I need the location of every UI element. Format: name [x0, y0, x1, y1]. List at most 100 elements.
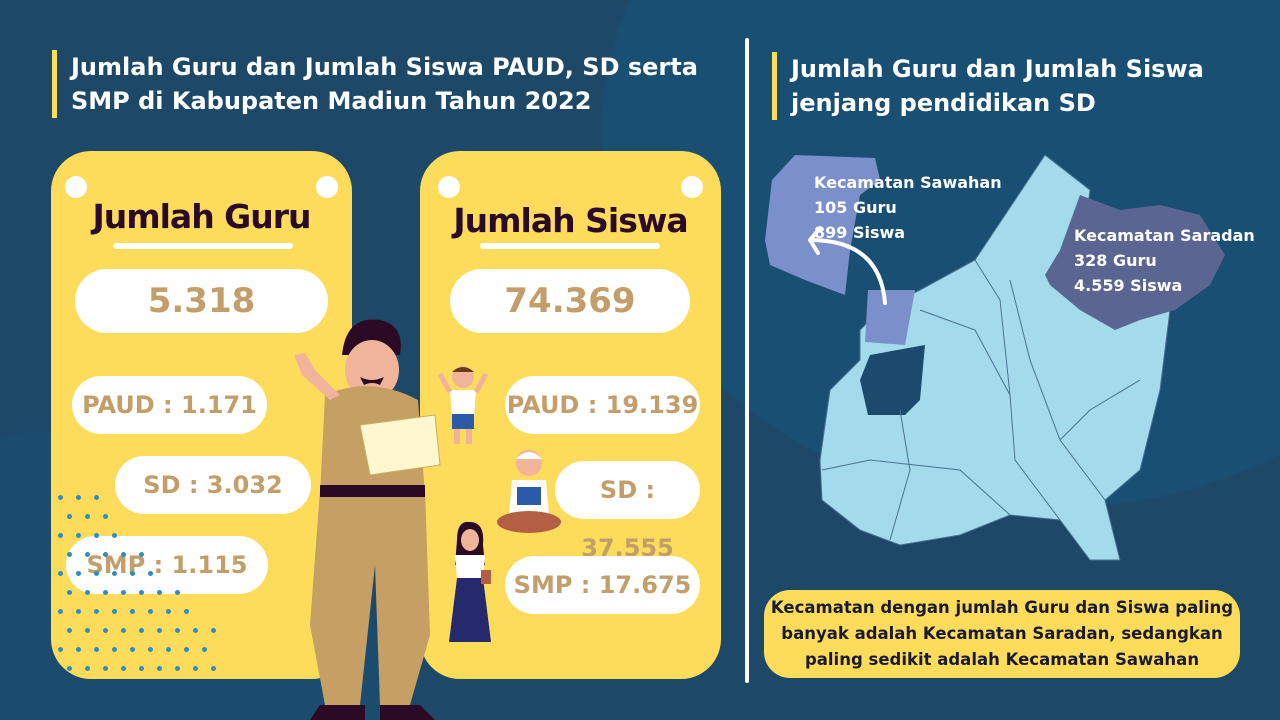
- pattern-dot: [76, 533, 81, 538]
- siswa-sd: SD : 37.555: [555, 461, 700, 562]
- pattern-dot: [58, 571, 63, 576]
- pattern-dot: [166, 609, 171, 614]
- pattern-dot: [85, 590, 90, 595]
- map-region-saradan: [1045, 195, 1225, 330]
- guru-smp: SMP : 1.115: [66, 536, 268, 594]
- saradan-siswa: 4.559 Siswa: [1074, 276, 1183, 295]
- pattern-dot: [112, 609, 117, 614]
- pattern-dot: [94, 533, 99, 538]
- pattern-dot: [121, 590, 126, 595]
- pattern-dot: [67, 514, 72, 519]
- siswa-heading: Jumlah Siswa: [453, 201, 688, 240]
- saradan-guru: 328 Guru: [1074, 251, 1157, 270]
- pattern-dot: [148, 609, 153, 614]
- pattern-dot: [85, 666, 90, 671]
- pattern-dot: [202, 647, 207, 652]
- map-hole: [860, 345, 925, 415]
- pattern-dot: [175, 666, 180, 671]
- guru-paud: PAUD : 1.171: [72, 376, 267, 434]
- pattern-dot: [76, 495, 81, 500]
- pattern-dot: [211, 628, 216, 633]
- pattern-dot: [121, 552, 126, 557]
- pattern-dot: [148, 571, 153, 576]
- pattern-dot: [94, 609, 99, 614]
- saradan-name: Kecamatan Saradan: [1074, 226, 1255, 245]
- sawahan-name: Kecamatan Sawahan: [814, 173, 1002, 192]
- arrow-icon: [808, 226, 887, 305]
- pattern-dot: [130, 647, 135, 652]
- heading-underline: [113, 243, 293, 249]
- pattern-dot: [157, 628, 162, 633]
- guru-card: Jumlah Guru 5.318 PAUD : 1.171 SD : 3.03…: [51, 151, 352, 679]
- guru-sd: SD : 3.032: [115, 456, 311, 514]
- pattern-dot: [121, 666, 126, 671]
- pattern-dot: [121, 628, 126, 633]
- pattern-dot: [139, 666, 144, 671]
- card-hole: [65, 176, 87, 198]
- pattern-dot: [76, 609, 81, 614]
- student-reading-illustration: [497, 450, 561, 533]
- pattern-dot: [157, 590, 162, 595]
- divider: [745, 38, 749, 683]
- pattern-dot: [103, 514, 108, 519]
- pattern-dot: [94, 647, 99, 652]
- map-region-sawahan-inset: [865, 290, 915, 345]
- sawahan-label: Kecamatan Sawahan 105 Guru 899 Siswa: [814, 170, 1002, 245]
- pattern-dot: [58, 495, 63, 500]
- right-title: Jumlah Guru dan Jumlah Siswa jenjang pen…: [772, 52, 1222, 120]
- pattern-dot: [130, 571, 135, 576]
- pattern-dot: [67, 552, 72, 557]
- teacher-illustration: [294, 319, 441, 720]
- pattern-dot: [67, 590, 72, 595]
- madiun-map: [765, 154, 1225, 561]
- pattern-dot: [94, 495, 99, 500]
- pattern-dot: [130, 609, 135, 614]
- left-title: Jumlah Guru dan Jumlah Siswa PAUD, SD se…: [52, 50, 702, 118]
- card-hole: [438, 176, 460, 198]
- siswa-smp: SMP : 17.675: [505, 556, 700, 614]
- pattern-dot: [139, 628, 144, 633]
- saradan-label: Kecamatan Saradan 328 Guru 4.559 Siswa: [1074, 223, 1255, 298]
- guru-total: 5.318: [75, 269, 328, 333]
- pattern-dot: [139, 590, 144, 595]
- pattern-dot: [103, 590, 108, 595]
- pattern-dot: [166, 647, 171, 652]
- pattern-dot: [184, 609, 189, 614]
- pattern-dot: [139, 552, 144, 557]
- pattern-dot: [67, 666, 72, 671]
- pattern-dot: [157, 666, 162, 671]
- pattern-dot: [76, 571, 81, 576]
- guru-heading: Jumlah Guru: [92, 197, 311, 236]
- pattern-dot: [103, 666, 108, 671]
- pattern-dot: [175, 628, 180, 633]
- student-girl-illustration: [449, 521, 491, 642]
- pattern-dot: [94, 571, 99, 576]
- sawahan-guru: 105 Guru: [814, 198, 897, 217]
- pattern-dot: [58, 533, 63, 538]
- siswa-paud: PAUD : 19.139: [505, 376, 700, 434]
- summary-note: Kecamatan dengan jumlah Guru dan Siswa p…: [764, 590, 1240, 678]
- siswa-total: 74.369: [450, 269, 690, 333]
- pattern-dot: [85, 628, 90, 633]
- pattern-dot: [184, 647, 189, 652]
- sawahan-siswa: 899 Siswa: [814, 223, 906, 242]
- pattern-dot: [67, 628, 72, 633]
- pattern-dot: [112, 647, 117, 652]
- pattern-dot: [103, 628, 108, 633]
- pattern-dot: [193, 666, 198, 671]
- pattern-dot: [175, 590, 180, 595]
- pattern-dot: [112, 571, 117, 576]
- pattern-dot: [211, 666, 216, 671]
- pattern-dot: [58, 609, 63, 614]
- student-boy-illustration: [438, 366, 488, 444]
- pattern-dot: [148, 647, 153, 652]
- map-region-sawahan: [765, 155, 880, 295]
- card-hole: [681, 176, 703, 198]
- pattern-dot: [103, 552, 108, 557]
- pattern-dot: [85, 552, 90, 557]
- card-hole: [316, 176, 338, 198]
- pattern-dot: [112, 533, 117, 538]
- pattern-dot: [85, 514, 90, 519]
- pattern-dot: [76, 647, 81, 652]
- heading-underline: [480, 243, 660, 249]
